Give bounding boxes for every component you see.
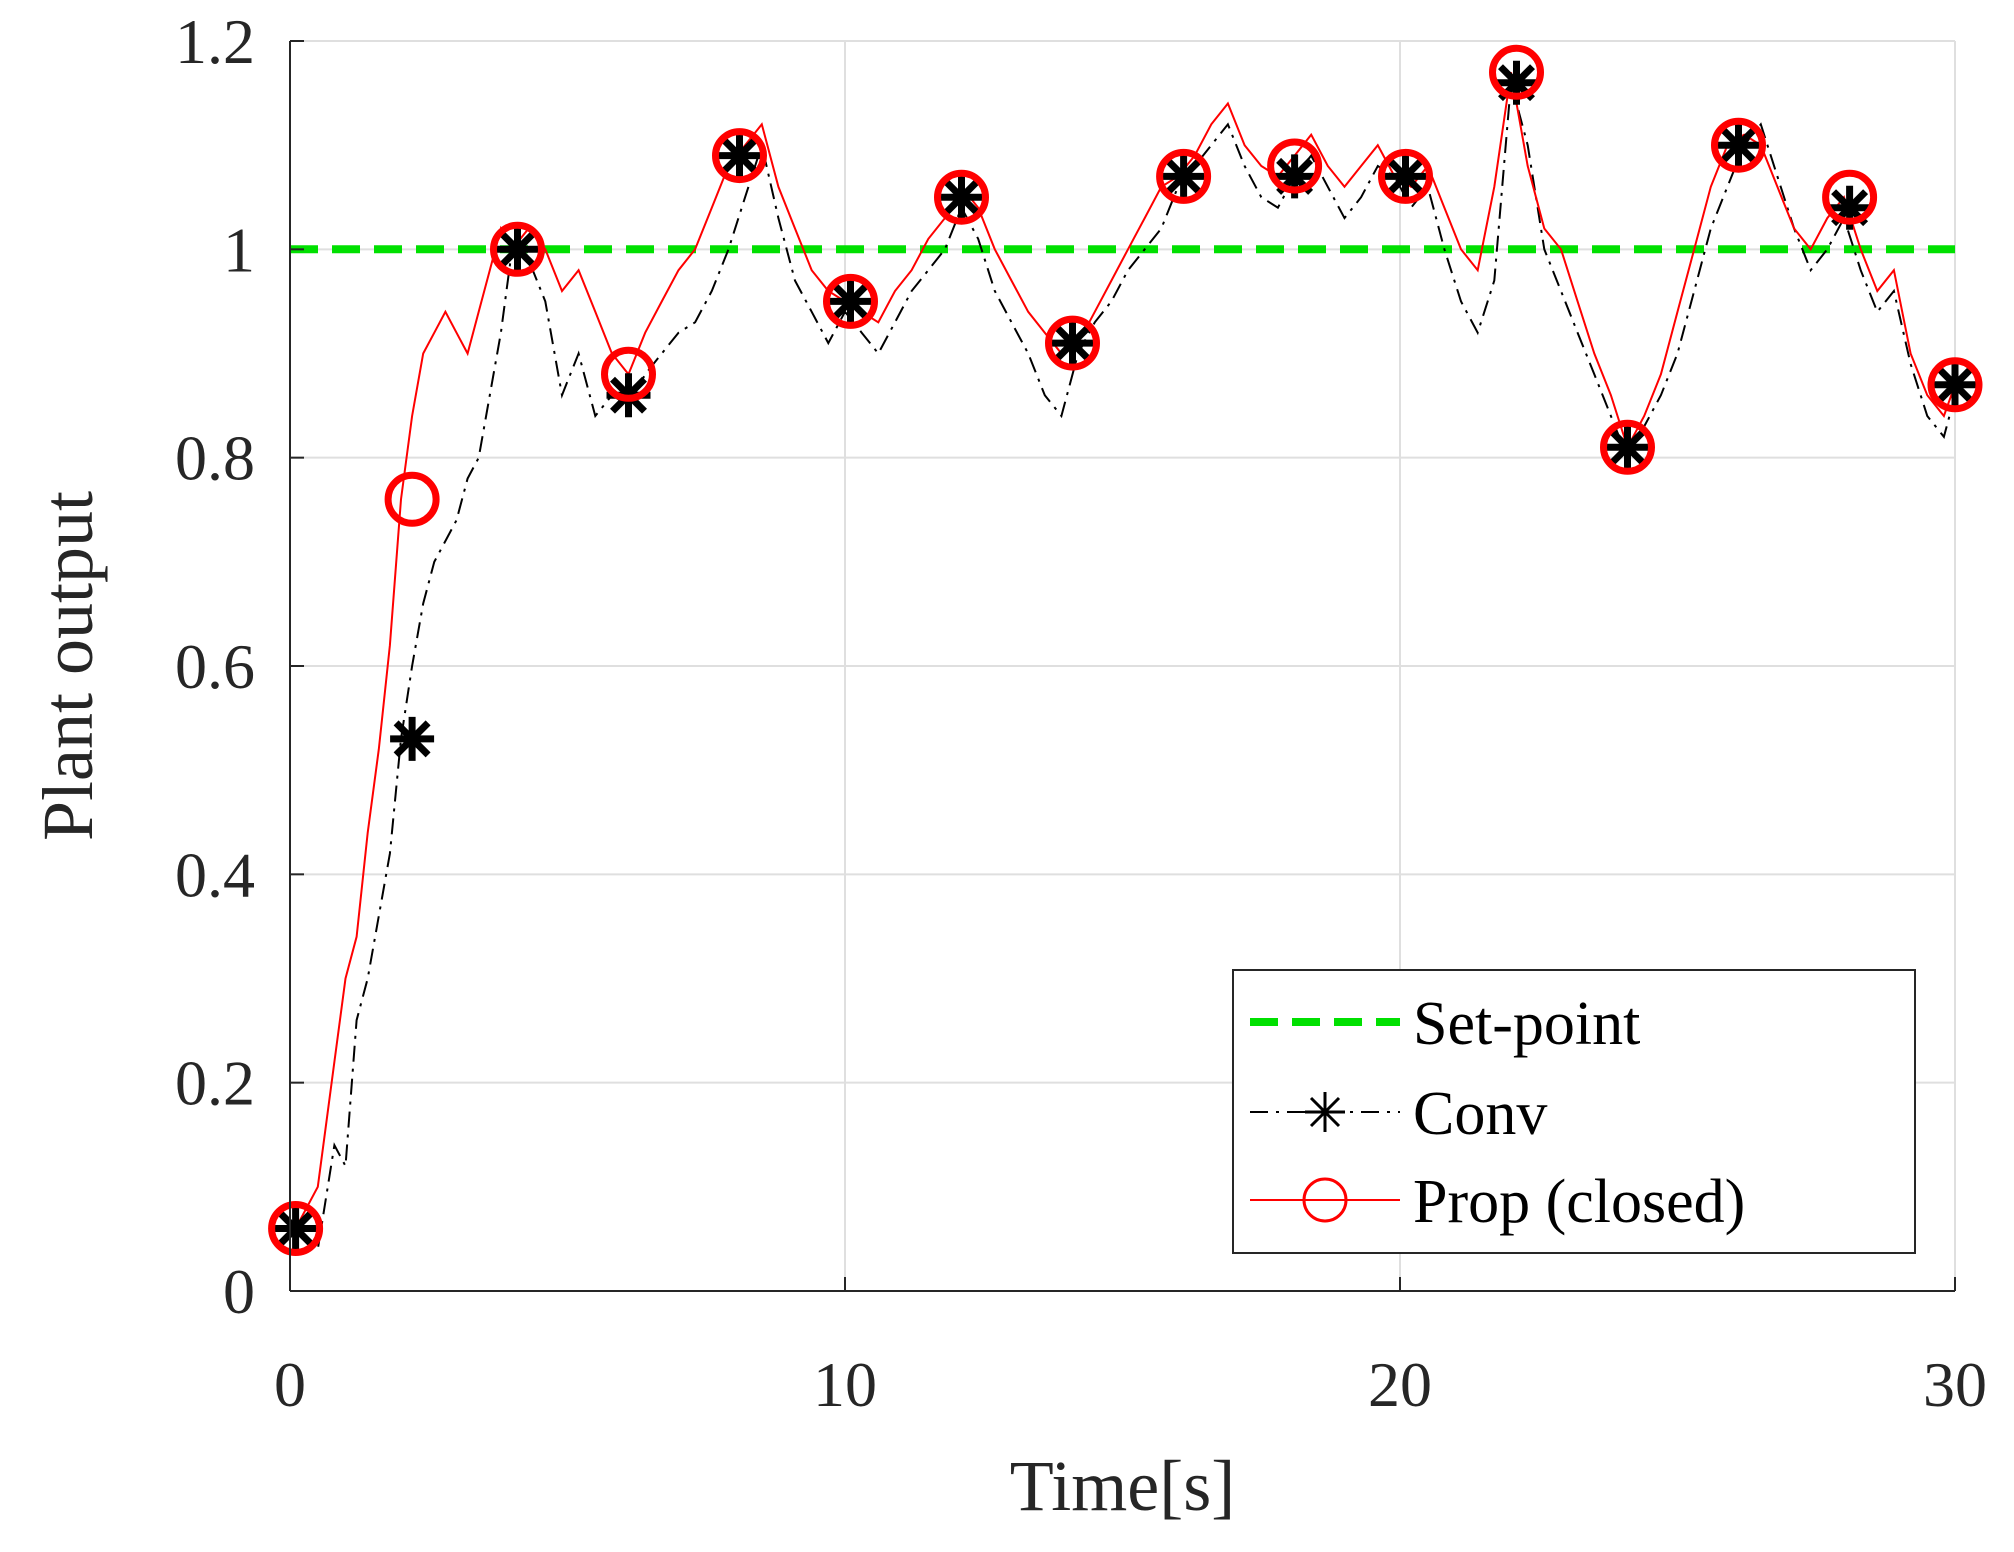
prop-marker-5: [823, 273, 878, 329]
legend-prop-marker: [1302, 1177, 1348, 1223]
conv-marker-15: [1933, 362, 1977, 407]
prop-marker-3: [601, 346, 656, 402]
legend-setpoint-label: Set-point: [1413, 990, 1640, 1058]
conv-marker-1: [390, 716, 435, 761]
conv-marker-12: [1605, 425, 1650, 470]
axes: [289, 40, 1956, 1292]
y-tick-label-0: 0: [223, 1256, 255, 1327]
series-layer: [268, 44, 1983, 1256]
y-tick-label-6: 1.2: [175, 6, 255, 77]
prop-marker-2: [490, 221, 545, 277]
legend: Set-point Conv Prop (closed): [1232, 969, 1916, 1254]
conv-marker-6: [939, 175, 984, 220]
prop-marker-12: [1600, 419, 1655, 475]
prop-marker-9: [1267, 138, 1323, 194]
prop-marker-11: [1489, 44, 1544, 100]
y-tick-label-4: 0.8: [175, 423, 255, 494]
x-tick-label-3: 30: [1923, 1349, 1987, 1420]
prop-marker-14: [1822, 169, 1878, 225]
prop-marker-6: [934, 169, 989, 225]
conv-marker-8: [1161, 154, 1206, 199]
y-tick-label-3: 0.6: [175, 631, 255, 702]
tick-labels: 0 10 20 30 0 0.2 0.4 0.6 0.8 1 1.2: [175, 6, 1987, 1420]
prop-marker-13: [1711, 117, 1766, 173]
conv-marker-0: [273, 1206, 318, 1251]
prop-marker-4: [712, 128, 767, 184]
y-tick-label-5: 1: [223, 214, 255, 285]
y-tick-label-1: 0.2: [175, 1048, 255, 1119]
conv-marker-7: [1050, 321, 1095, 366]
prop-marker-7: [1045, 315, 1100, 371]
x-tick-label-1: 10: [813, 1349, 877, 1420]
conv-marker-10: [1383, 154, 1428, 199]
conv-marker-2: [495, 227, 540, 272]
y-axis-label: Plant output: [28, 491, 108, 841]
legend-conv-label: Conv: [1413, 1080, 1547, 1148]
x-axis-label: Time[s]: [1010, 1446, 1235, 1526]
conv-marker-4: [717, 133, 762, 178]
prop-marker-1: [384, 471, 440, 527]
prop-marker-10: [1378, 148, 1433, 204]
conv-marker-13: [1716, 123, 1761, 168]
prop-marker-0: [268, 1201, 324, 1256]
x-tick-label-2: 20: [1368, 1349, 1432, 1420]
legend-prop-label: Prop (closed): [1413, 1168, 1745, 1236]
prop-marker-15: [1927, 357, 1983, 413]
conv-marker-5: [828, 279, 873, 324]
legend-conv-marker: [1305, 1092, 1345, 1132]
y-tick-label-2: 0.4: [175, 839, 255, 910]
prop-marker-8: [1156, 148, 1212, 204]
x-tick-label-0: 0: [274, 1349, 306, 1420]
